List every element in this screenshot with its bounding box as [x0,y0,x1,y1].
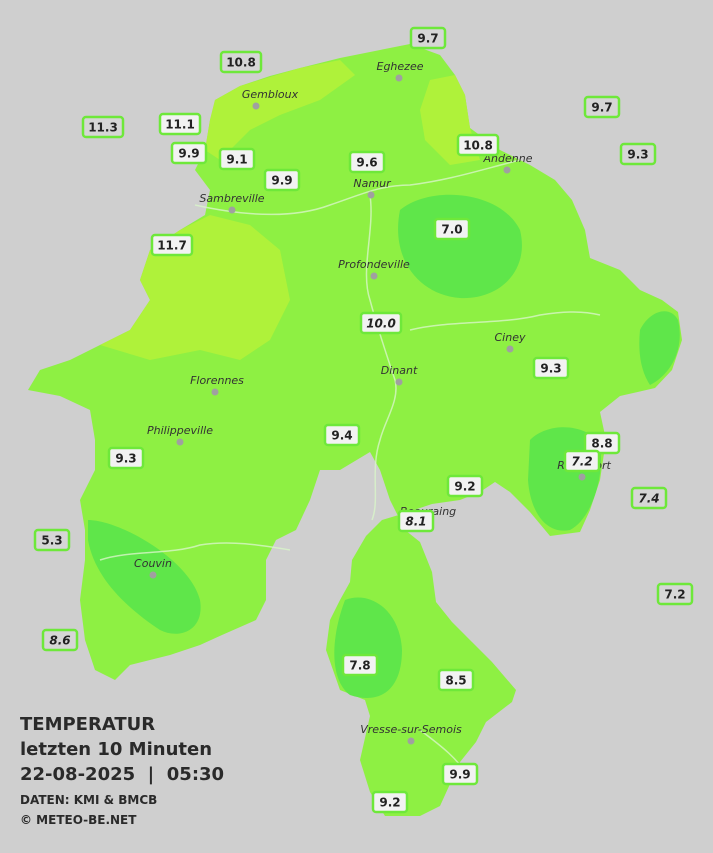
station-temp: 9.2 [454,480,475,494]
city-dot [252,102,260,110]
city-dot [395,74,403,82]
station-box [630,486,668,510]
legend-copyright: © METEO-BE.NET [20,813,137,827]
city-label: Namur [353,177,392,190]
city-dot [370,272,378,280]
city-label: Ciney [495,331,526,344]
station-temp: 9.1 [226,153,247,167]
city-label: Philippeville [147,424,213,437]
station-temp: 11.3 [88,121,118,135]
station-box [323,423,361,447]
station-box [397,509,435,533]
cool-zone [88,194,680,699]
station-box [583,431,621,455]
city-dot [407,737,415,745]
city-label: Dinant [381,364,418,377]
station-box [150,233,194,257]
legend-source: DATEN: KMI & BMCB [20,793,157,807]
city-label: Florennes [190,374,244,387]
station-temp: 11.1 [165,118,195,132]
station-temp: 11.7 [157,239,187,253]
city-dot [149,571,157,579]
city-label: Sambreville [199,192,264,205]
station-box [158,112,202,136]
station-temp: 7.2 [664,588,685,602]
legend-title: TEMPERATUR [20,714,155,735]
station-box [81,115,125,139]
city-label: Eghezee [377,60,424,73]
city-dot [503,166,511,174]
station-temp: 9.7 [591,101,612,115]
station-box [219,50,263,74]
station-temp: 9.9 [271,174,292,188]
station-box [263,168,301,192]
station-temp: 9.9 [178,147,199,161]
city-dot [211,388,219,396]
station-temp: 7.2 [571,455,592,469]
station-box [341,653,379,677]
station-temp: 9.7 [417,32,438,46]
station-temp: 9.4 [331,429,352,443]
station-box [583,95,621,119]
city-label: Profondeville [338,258,410,271]
city-dot [228,206,236,214]
station-box [218,147,256,171]
station-box [437,668,475,692]
city-dot [367,191,375,199]
station-temp: 9.9 [449,768,470,782]
station-box [33,528,71,552]
city-label: Couvin [134,557,172,570]
station-temp: 8.1 [405,515,426,529]
station-box [656,582,694,606]
station-box [563,449,601,473]
station-temp: 10.0 [366,317,396,331]
station-box [41,628,79,652]
station-temp: 7.8 [349,659,370,673]
station-box [446,474,484,498]
city-dot [395,378,403,386]
station-box [456,133,500,157]
city-dot [506,345,514,353]
station-box [348,150,386,174]
station-box [532,356,570,380]
station-box [371,790,409,814]
city-label: Gembloux [242,88,299,101]
station-temp: 10.8 [463,139,493,153]
station-temp: 10.8 [226,56,256,70]
station-temp: 9.3 [540,362,561,376]
station-box [433,217,471,241]
warm-zone [100,60,480,360]
station-box [409,26,447,50]
station-temp: 9.3 [627,148,648,162]
station-temp: 9.2 [379,796,400,810]
station-temp: 7.4 [638,492,659,506]
station-temp: 8.8 [591,437,612,451]
station-temp: 7.0 [441,223,462,237]
station-temp: 9.6 [356,156,377,170]
legend-period: letzten 10 Minuten [20,739,212,760]
station-temp: 8.5 [445,674,466,688]
station-box [441,762,479,786]
station-temp: 8.6 [49,634,70,648]
station-box [107,446,145,470]
legend: TEMPERATUR letzten 10 Minuten 22-08-2025… [20,714,224,827]
city-dot [176,438,184,446]
station-box [619,142,657,166]
city-label: Vresse-sur-Semois [360,723,462,736]
river [99,159,601,781]
station-box [359,311,403,335]
city-dot [578,473,586,481]
station-temp: 9.3 [115,452,136,466]
station-temp: 5.3 [41,534,62,548]
station-box [170,141,208,165]
legend-datetime: 22-08-2025 | 05:30 [20,764,224,785]
